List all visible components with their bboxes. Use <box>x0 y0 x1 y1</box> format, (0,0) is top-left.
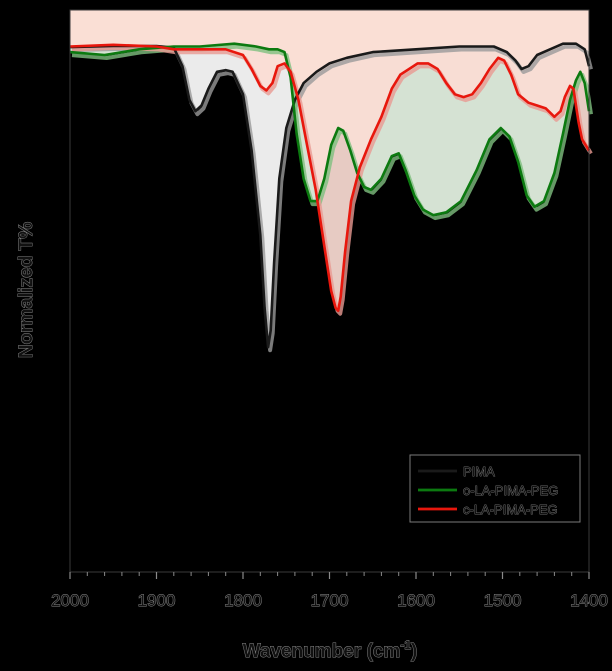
x-tick-label-1: 1900 <box>138 591 176 610</box>
legend-box <box>409 454 581 523</box>
x-axis-label-superscript: -1 <box>400 638 411 652</box>
x-tick-label-3: 1700 <box>311 591 349 610</box>
legend: PIMA o-LA-PIMA-PEG c-LA-PIMA-PEG <box>409 454 581 523</box>
series-shadow-0 <box>71 44 593 353</box>
legend-label-0: PIMA <box>463 464 495 479</box>
legend-label-1: o-LA-PIMA-PEG <box>463 483 558 498</box>
x-tick-label-5: 1500 <box>484 591 522 610</box>
x-tick-label-4: 1600 <box>397 591 435 610</box>
series-shadow-1 <box>71 44 593 221</box>
x-axis-label-main: Wavenumber (cm <box>243 641 401 662</box>
legend-label-2: c-LA-PIMA-PEG <box>463 502 558 517</box>
series-line-2 <box>69 43 591 312</box>
x-axis-ticks: 2000 1900 1800 1700 1600 1500 1400 <box>51 572 608 610</box>
series-fill-0 <box>70 10 589 348</box>
series-line-0 <box>69 42 591 349</box>
x-tick-label-2: 1800 <box>224 591 262 610</box>
x-tick-label-6: 1400 <box>570 591 608 610</box>
series-lines <box>69 42 591 349</box>
x-axis-label-end: ) <box>411 641 417 662</box>
y-axis-label: Normalized T% <box>16 222 37 358</box>
series-line-1 <box>69 42 591 217</box>
x-axis-label: Wavenumber (cm-1) <box>243 638 418 662</box>
series-shadows <box>71 44 593 353</box>
series-shadow-2 <box>71 45 593 316</box>
x-tick-label-0: 2000 <box>51 591 89 610</box>
